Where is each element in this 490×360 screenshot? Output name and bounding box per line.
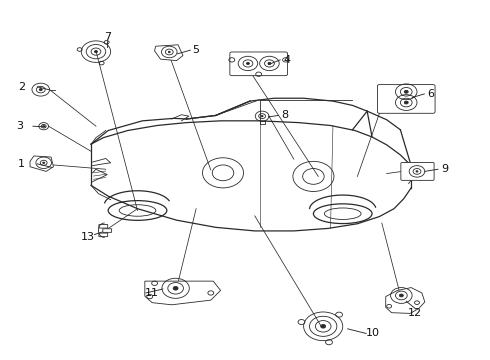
FancyBboxPatch shape [230,52,288,76]
FancyBboxPatch shape [401,162,434,180]
Text: 5: 5 [193,45,199,55]
Circle shape [416,171,418,172]
Text: 12: 12 [408,309,422,318]
Text: 2: 2 [18,82,25,92]
Polygon shape [155,45,183,60]
Circle shape [246,62,249,64]
Polygon shape [386,288,425,314]
Circle shape [173,287,178,290]
Polygon shape [30,156,53,171]
Text: 6: 6 [427,89,434,99]
Polygon shape [145,281,220,305]
Text: 4: 4 [283,55,290,65]
Text: 13: 13 [81,232,95,242]
Circle shape [404,90,408,93]
Circle shape [261,116,263,117]
FancyBboxPatch shape [99,233,108,237]
Circle shape [43,126,45,127]
Text: 10: 10 [366,328,380,338]
Circle shape [268,62,271,64]
Text: 9: 9 [441,164,448,174]
FancyBboxPatch shape [103,229,112,232]
Text: 8: 8 [281,111,289,121]
Text: 3: 3 [16,121,23,131]
Circle shape [399,294,403,297]
FancyBboxPatch shape [377,85,435,113]
Circle shape [39,89,42,91]
Circle shape [95,50,98,53]
Circle shape [321,324,326,328]
Circle shape [404,101,408,104]
Circle shape [168,51,170,53]
Text: 11: 11 [145,288,159,298]
Circle shape [43,162,45,163]
FancyBboxPatch shape [99,225,108,228]
Text: 1: 1 [18,159,24,169]
Text: 7: 7 [104,32,111,41]
